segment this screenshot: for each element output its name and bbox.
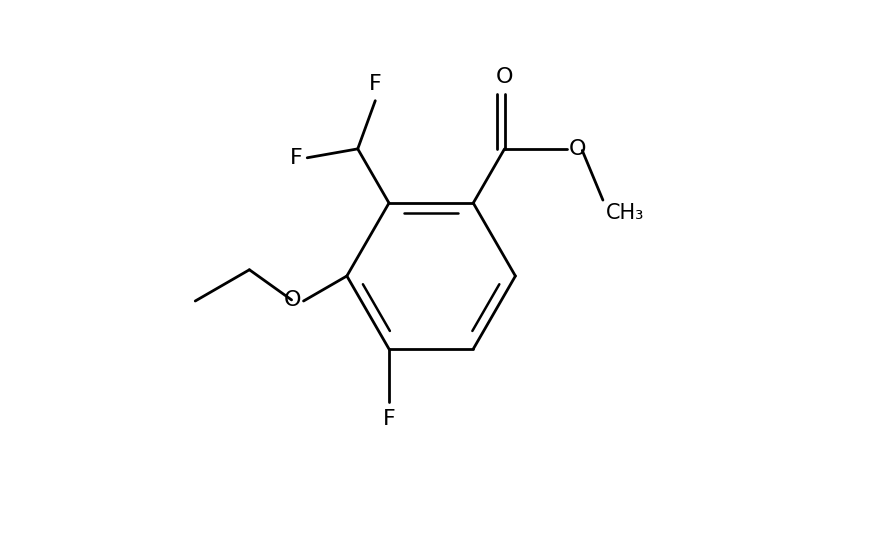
Text: O: O bbox=[284, 290, 301, 310]
Text: F: F bbox=[369, 74, 382, 94]
Text: F: F bbox=[290, 148, 303, 168]
Text: CH₃: CH₃ bbox=[606, 203, 644, 223]
Text: F: F bbox=[383, 408, 395, 429]
Text: O: O bbox=[569, 139, 587, 159]
Text: O: O bbox=[496, 67, 514, 87]
